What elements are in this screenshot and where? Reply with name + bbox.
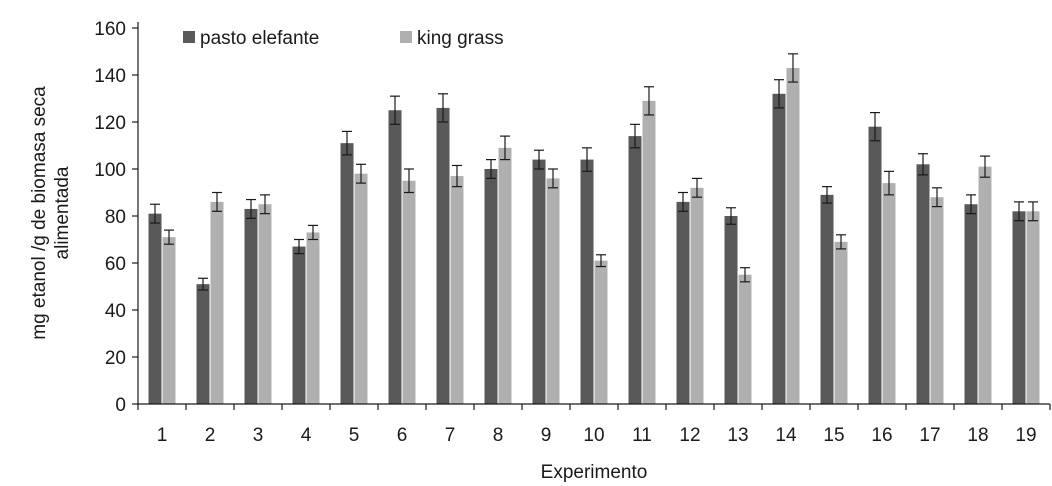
x-tick-label: 6 [397, 425, 408, 446]
bar-king-grass [786, 67, 800, 404]
bar-pasto-elefante [676, 201, 690, 404]
y-tick-label: 100 [94, 160, 126, 181]
axes [137, 22, 1050, 405]
x-tick-label: 4 [301, 425, 312, 446]
error-bars [150, 53, 1038, 291]
bar-pasto-elefante [292, 246, 306, 404]
bar-king-grass [258, 204, 272, 404]
bar-pasto-elefante [964, 204, 978, 404]
y-tick-label: 120 [94, 113, 126, 134]
bar-king-grass [978, 166, 992, 404]
y-tick-label: 0 [115, 395, 126, 416]
x-axis-title: Experimento [541, 462, 648, 483]
y-axis-title-line-2: alimentada [52, 166, 73, 259]
y-tick-label: 60 [105, 254, 126, 275]
x-tick-label: 15 [823, 425, 844, 446]
bar-pasto-elefante [772, 93, 786, 405]
bar-king-grass [594, 260, 608, 404]
bar-king-grass [1026, 211, 1040, 404]
bar-king-grass [354, 173, 368, 404]
bar-king-grass [162, 237, 176, 404]
legend: pasto elefante king grass [183, 28, 504, 49]
bar-king-grass [306, 232, 320, 404]
bar-pasto-elefante [868, 126, 882, 404]
x-tick-label: 9 [541, 425, 552, 446]
bar-pasto-elefante [628, 136, 642, 404]
y-axis-title-line-1: mg etanol /g de biomasa seca [29, 86, 50, 340]
bar-king-grass [210, 201, 224, 404]
bar-king-grass [450, 176, 464, 404]
x-tick-label: 14 [775, 425, 797, 446]
bar-king-grass [738, 274, 752, 404]
bars [148, 67, 1040, 405]
x-tick-label: 3 [253, 425, 264, 446]
x-tick-label: 17 [919, 425, 940, 446]
x-tick-label: 13 [727, 425, 748, 446]
bar-pasto-elefante [484, 169, 498, 404]
legend-swatch-pasto-elefante [183, 31, 195, 43]
bar-pasto-elefante [820, 194, 834, 404]
x-tick-label: 10 [583, 425, 604, 446]
bar-pasto-elefante [196, 284, 210, 404]
bar-king-grass [930, 197, 944, 404]
legend-label-pasto-elefante: pasto elefante [200, 28, 319, 49]
bar-pasto-elefante [244, 208, 258, 404]
bar-pasto-elefante [148, 213, 162, 404]
bar-king-grass [882, 183, 896, 404]
bar-king-grass [690, 187, 704, 404]
bar-pasto-elefante [916, 164, 930, 404]
bar-pasto-elefante [388, 110, 402, 404]
bar-pasto-elefante [532, 159, 546, 404]
x-tick-label: 8 [493, 425, 504, 446]
x-tick-label: 1 [157, 425, 168, 446]
y-tick-label: 160 [94, 19, 126, 40]
x-tick-label: 18 [967, 425, 988, 446]
bar-pasto-elefante [1012, 211, 1026, 404]
bar-king-grass [834, 241, 848, 404]
y-tick-label: 80 [105, 207, 126, 228]
bar-pasto-elefante [580, 159, 594, 404]
x-tick-label: 12 [679, 425, 700, 446]
bar-pasto-elefante [436, 107, 450, 405]
bar-king-grass [642, 100, 656, 404]
y-tick-label: 40 [105, 301, 126, 322]
x-tick-label: 11 [632, 425, 652, 446]
x-tick-label: 2 [205, 425, 216, 446]
x-tick-label: 7 [445, 425, 456, 446]
legend-swatch-king-grass [400, 31, 412, 43]
x-tick-label: 16 [871, 425, 892, 446]
x-tick-label: 5 [349, 425, 360, 446]
bar-king-grass [546, 178, 560, 404]
legend-label-king-grass: king grass [417, 28, 504, 49]
bar-pasto-elefante [724, 216, 738, 404]
x-axis-ticks: 1 2 3 4 5 6 7 8 9 10 11 12 13 14 15 16 17 18 19 [137, 404, 1051, 446]
bar-pasto-elefante [340, 143, 354, 404]
bar-king-grass [498, 147, 512, 404]
y-tick-label: 140 [94, 66, 126, 87]
y-tick-label: 20 [105, 348, 126, 369]
x-tick-label: 19 [1015, 425, 1036, 446]
y-axis-ticks: 0 20 40 60 80 100 120 140 160 [94, 19, 138, 416]
bar-king-grass [402, 180, 416, 404]
